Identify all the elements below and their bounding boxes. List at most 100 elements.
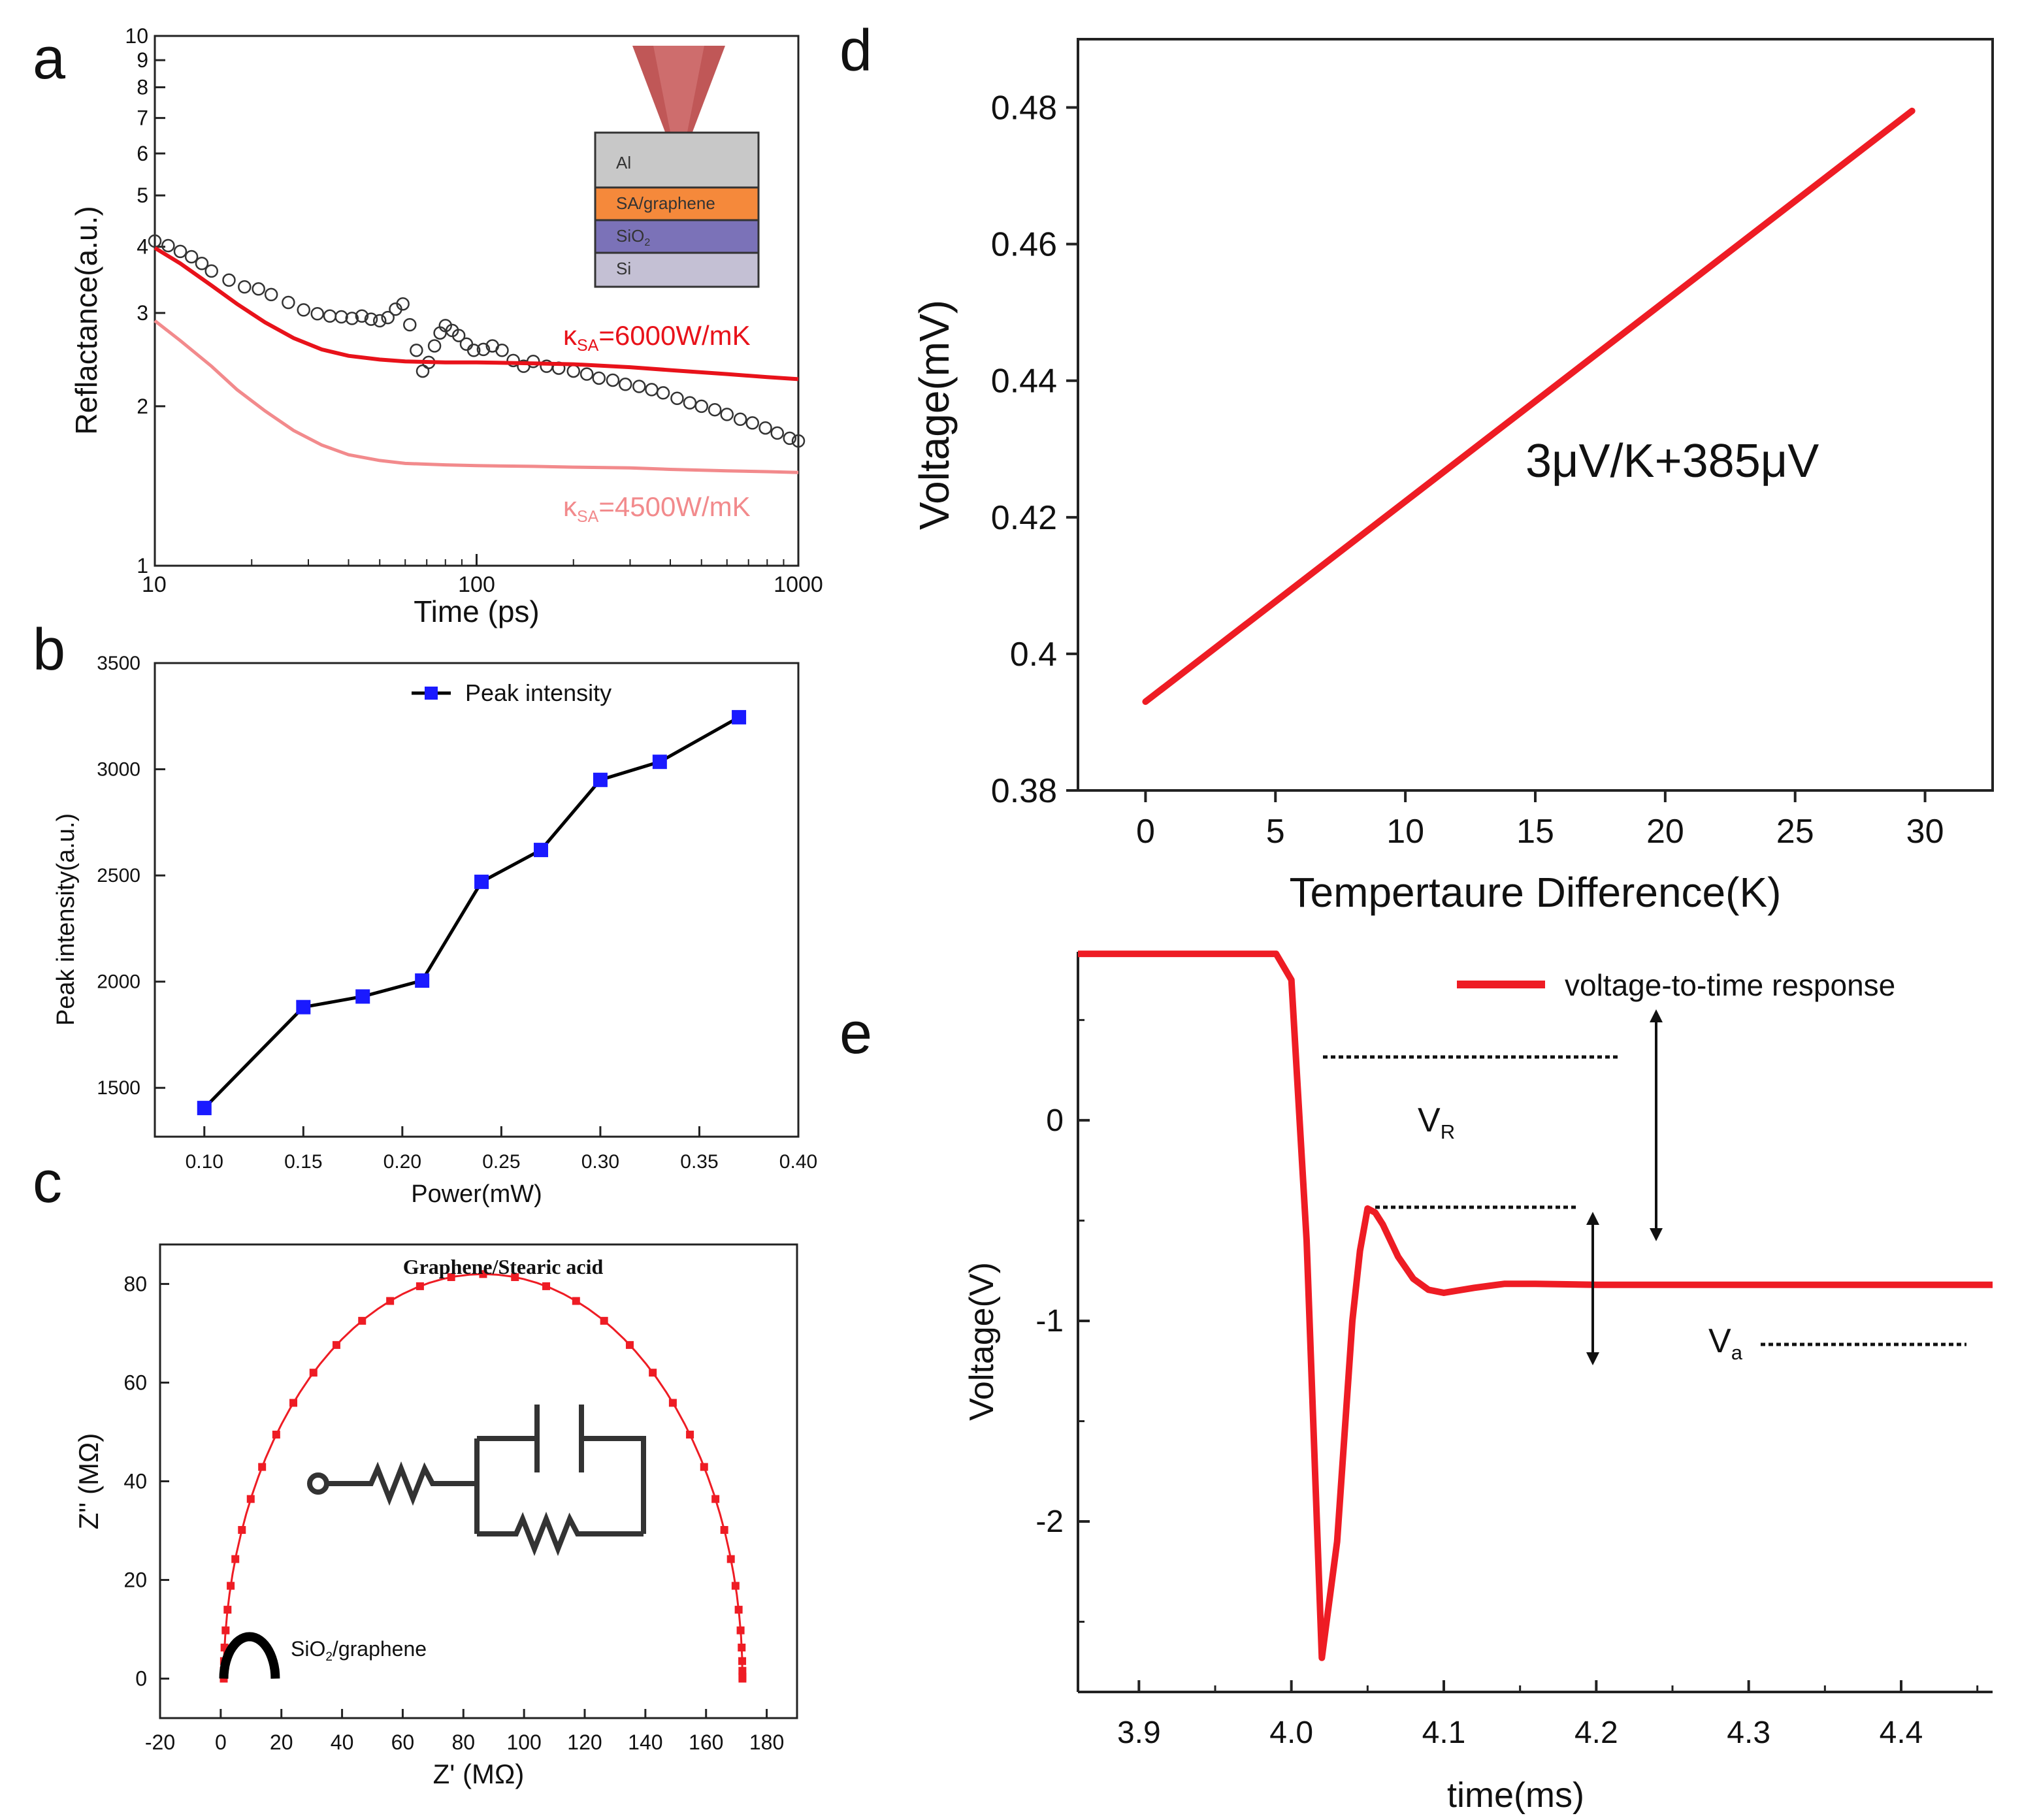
data-point-c bbox=[479, 1270, 487, 1278]
y-tick-label-b: 3000 bbox=[97, 759, 140, 781]
data-point-c bbox=[738, 1644, 746, 1652]
data-point-a bbox=[632, 380, 646, 393]
series-label-4500-sub: SA bbox=[577, 508, 599, 526]
y-tick-label-b: 1500 bbox=[97, 1077, 140, 1099]
y-tick-label-d: 0.38 bbox=[991, 772, 1057, 810]
data-point-a bbox=[381, 310, 395, 325]
data-point-c bbox=[736, 1626, 745, 1634]
data-point-a bbox=[252, 282, 265, 296]
x-tick-label-c: 40 bbox=[331, 1731, 354, 1754]
data-point-a bbox=[410, 344, 423, 357]
data-point-a bbox=[264, 287, 278, 302]
data-point-b bbox=[197, 1101, 212, 1116]
data-point-b bbox=[355, 989, 370, 1004]
y-tick-label-a: 2 bbox=[137, 395, 148, 418]
arrow-va-head bbox=[1586, 1352, 1599, 1365]
series-label-6000-sub: SA bbox=[577, 336, 599, 355]
data-point-c bbox=[726, 1555, 735, 1563]
series-label-4500: κSA=4500W/mK bbox=[563, 491, 751, 526]
x-axis-label-d: Tempertaure Difference(K) bbox=[1290, 869, 1782, 916]
circuit-terminal bbox=[307, 1472, 329, 1495]
series-label-sio2-graphene-sub: 2 bbox=[325, 1650, 333, 1664]
y-tick-label-d: 0.46 bbox=[991, 226, 1057, 264]
data-point-a bbox=[334, 310, 348, 324]
y-tick-label-c: 0 bbox=[135, 1667, 147, 1691]
data-point-c bbox=[416, 1282, 424, 1290]
legend-label-b: Peak intensity bbox=[465, 679, 611, 706]
legend-label-e: voltage-to-time response bbox=[1565, 968, 1895, 1002]
data-point-a bbox=[694, 399, 708, 414]
data-point-c bbox=[246, 1495, 255, 1503]
data-point-c bbox=[738, 1657, 747, 1665]
y-tick-label-a: 7 bbox=[137, 106, 148, 130]
data-point-c bbox=[711, 1495, 720, 1503]
data-point-b bbox=[415, 973, 430, 988]
x-tick-label-d: 15 bbox=[1516, 813, 1554, 851]
inset-layer bbox=[594, 131, 760, 189]
x-tick-label-c: 120 bbox=[567, 1731, 602, 1754]
y-tick-label-d: 0.42 bbox=[991, 499, 1057, 537]
inset-layer bbox=[594, 219, 760, 254]
label-vr-main: V bbox=[1418, 1101, 1441, 1139]
data-point-a bbox=[466, 344, 481, 357]
label-va-main: V bbox=[1708, 1322, 1731, 1360]
x-tick-label-b: 0.25 bbox=[482, 1151, 520, 1173]
x-tick-label-e: 4.3 bbox=[1727, 1715, 1770, 1750]
data-point-a bbox=[297, 303, 310, 317]
y-tick-label-a: 8 bbox=[137, 76, 148, 99]
data-point-a bbox=[173, 244, 188, 259]
x-tick-label-e: 4.2 bbox=[1574, 1715, 1618, 1750]
data-point-a bbox=[451, 329, 466, 342]
data-point-c bbox=[720, 1525, 728, 1534]
series-label-6000-main: κ bbox=[563, 320, 578, 351]
data-point-a bbox=[204, 264, 218, 278]
data-point-a bbox=[566, 364, 581, 378]
y-tick-label-a: 4 bbox=[137, 235, 148, 259]
y-tick-label-a: 5 bbox=[137, 184, 148, 207]
x-tick-label-b: 0.10 bbox=[186, 1151, 223, 1173]
series-label-4500-rest: =4500W/mK bbox=[598, 491, 750, 522]
data-point-a bbox=[427, 339, 442, 353]
label-va: Va bbox=[1708, 1322, 1743, 1364]
data-point-c bbox=[686, 1431, 694, 1439]
circuit-wire bbox=[581, 1436, 646, 1534]
inset-layer-label-sub: 2 bbox=[644, 237, 650, 248]
x-tick-label-d: 25 bbox=[1776, 813, 1814, 851]
x-tick-label-b: 0.20 bbox=[383, 1151, 421, 1173]
x-tick-label-b: 0.15 bbox=[284, 1151, 322, 1173]
data-point-c bbox=[668, 1399, 677, 1407]
x-tick-label-c: 100 bbox=[506, 1731, 541, 1754]
data-point-a bbox=[282, 295, 295, 310]
y-axis-label-e: Voltage(V) bbox=[963, 1262, 1001, 1421]
panel-label-e: e bbox=[840, 1001, 872, 1066]
y-tick-label-e: -1 bbox=[1035, 1304, 1064, 1339]
x-tick-label-c: 20 bbox=[270, 1731, 293, 1754]
circuit-resistor-series bbox=[327, 1461, 477, 1506]
data-point-a bbox=[438, 319, 453, 333]
x-tick-label-e: 4.4 bbox=[1880, 1715, 1923, 1750]
x-axis-label-e: time(ms) bbox=[1447, 1776, 1584, 1815]
data-point-c bbox=[231, 1555, 240, 1563]
plot-frame-a bbox=[154, 35, 800, 567]
data-point-c bbox=[227, 1582, 235, 1590]
arrow-vr-head bbox=[1650, 1228, 1663, 1241]
data-point-c bbox=[649, 1369, 657, 1377]
x-tick-label-e: 4.1 bbox=[1422, 1715, 1466, 1750]
data-point-c bbox=[625, 1341, 634, 1349]
data-point-c bbox=[386, 1297, 395, 1305]
x-tick-label-c: 180 bbox=[749, 1731, 784, 1754]
data-point-a bbox=[656, 386, 670, 400]
data-point-b bbox=[593, 772, 608, 787]
y-tick-label-a: 3 bbox=[137, 301, 148, 325]
panel-label-c: c bbox=[33, 1150, 62, 1215]
data-point-a bbox=[770, 426, 784, 440]
inset-layer-label: SA/graphene bbox=[616, 193, 715, 213]
data-point-a bbox=[459, 337, 474, 351]
series-label-6000: κSA=6000W/mK bbox=[563, 320, 751, 355]
data-point-a bbox=[783, 431, 797, 446]
y-axis-label-c: Z'' (MΩ) bbox=[73, 1433, 104, 1530]
laser-beam-core bbox=[653, 46, 704, 132]
data-point-c bbox=[511, 1273, 519, 1282]
x-tick-label-c: 80 bbox=[451, 1731, 475, 1754]
y-tick-label-a: 1 bbox=[137, 554, 148, 577]
